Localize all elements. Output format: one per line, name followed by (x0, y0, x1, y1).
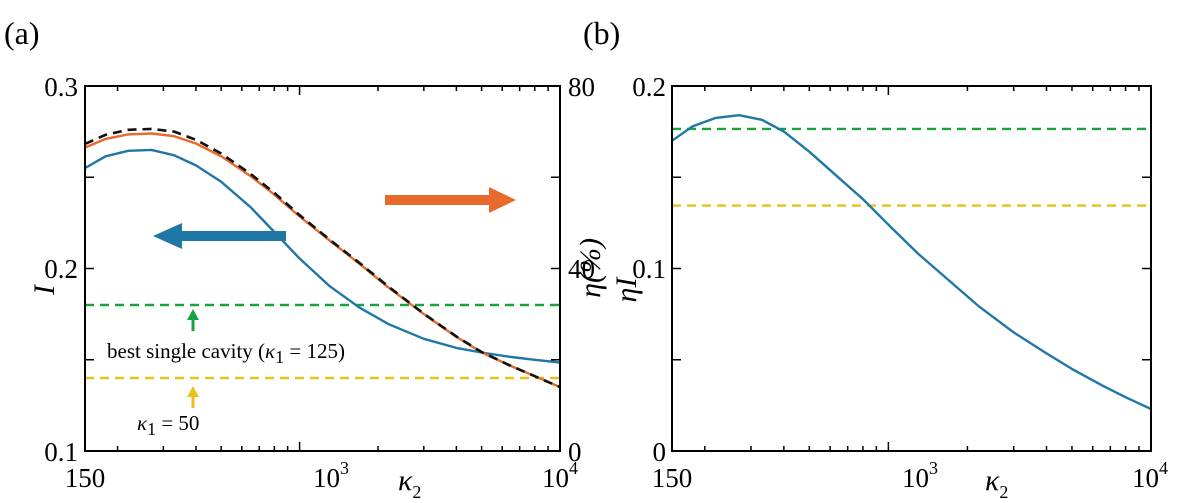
panel-b-ticks (672, 85, 1152, 452)
panel-b-ylabel: ηI (610, 276, 643, 303)
panel-b-label: (b) (583, 15, 620, 51)
panel-a-annotation-best-single-cavity: best single cavity (κ1 = 125) (107, 339, 345, 367)
panel-a-series-0 (85, 148, 560, 364)
panel-b-xtick-150: 150 (652, 463, 693, 493)
panel-a-plot-area (85, 127, 560, 389)
panel-a-ytick-left-2: 0.3 (44, 72, 78, 102)
panel-b-xtick-1e4: 104 (1132, 458, 1168, 493)
panel-a-orange-arrow (385, 187, 516, 213)
panel-b-frame (671, 85, 1152, 452)
panel-a-ticks (85, 85, 561, 452)
panel-a: (a) 0.1 0.2 0.3 0 40 80 150 103 104 κ2 I… (4, 15, 607, 502)
panel-a-ytick-right-2: 80 (568, 72, 595, 102)
panel-a-annotation-kappa1-50: κ1 = 50 (137, 411, 199, 439)
panel-b-ytick-0: 0 (653, 437, 667, 467)
panel-a-ylabel-right: η(%) (574, 238, 607, 298)
panel-b-ytick-2: 0.2 (632, 72, 666, 102)
panel-a-label: (a) (4, 15, 40, 51)
panel-b-xtick-1e3: 103 (902, 458, 938, 493)
panel-b-ytick-1: 0.1 (632, 254, 666, 284)
panel-a-yellow-marker-arrow (187, 386, 199, 408)
panel-b-xlabel: κ2 (985, 464, 1008, 502)
panel-a-green-marker-arrow (187, 309, 199, 331)
panel-a-xtick-1e3: 103 (313, 458, 349, 493)
panel-b-series-0 (672, 114, 1151, 411)
panel-a-ytick-left-0: 0.1 (44, 437, 78, 467)
panel-b-plot-area (672, 114, 1151, 411)
panel-a-blue-arrow (153, 223, 286, 249)
panel-a-ytick-right-0: 0 (568, 437, 582, 467)
panel-a-xtick-150: 150 (65, 463, 106, 493)
panel-a-ylabel-left: I (28, 283, 61, 296)
panel-a-series-2 (85, 127, 560, 389)
panel-a-xtick-1e4: 104 (542, 458, 578, 493)
panel-b: (b) 0 0.1 0.2 150 103 104 κ2 ηI (583, 15, 1168, 502)
panel-a-xlabel: κ2 (398, 464, 421, 502)
panel-a-frame (84, 85, 561, 452)
panel-a-ytick-left-1: 0.2 (44, 254, 78, 284)
panel-a-ytick-right-1: 40 (568, 254, 595, 284)
